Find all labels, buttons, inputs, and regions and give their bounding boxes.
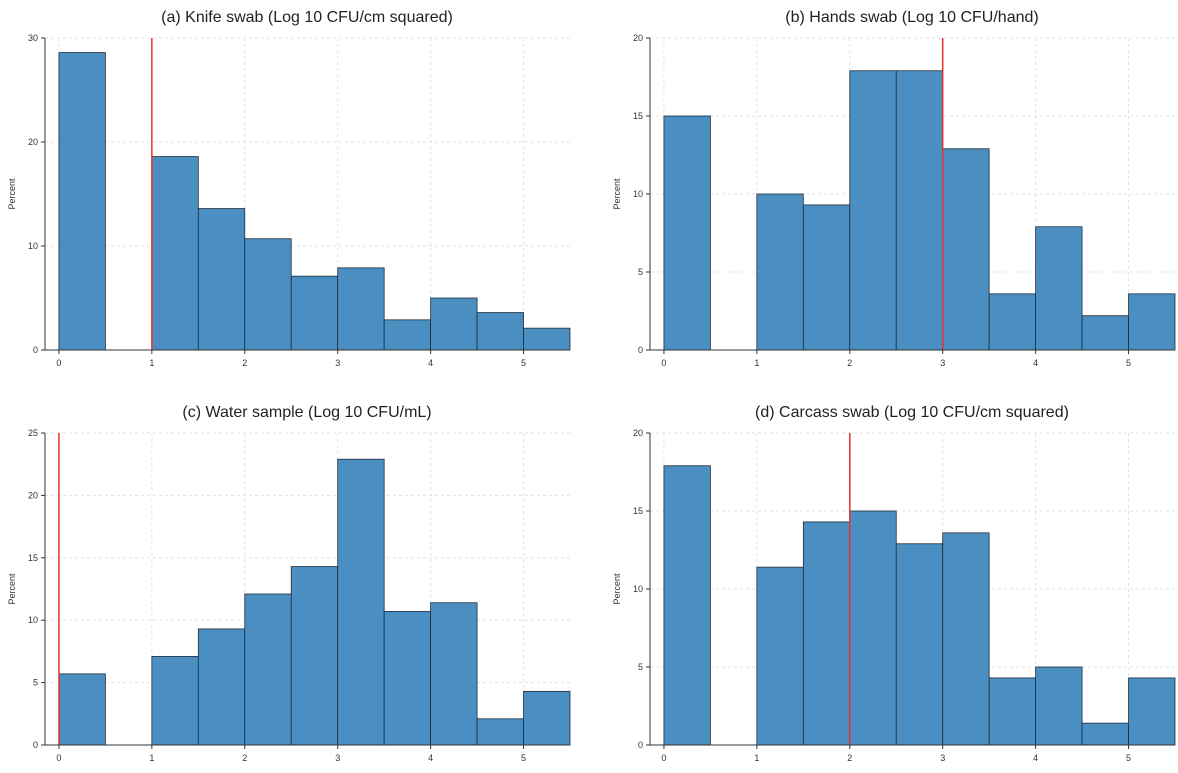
y-tick-label: 10 (633, 189, 643, 199)
y-tick-label: 5 (638, 662, 643, 672)
y-axis-label: Percent (7, 178, 17, 210)
histogram-bar (756, 193, 804, 351)
chart-title: (c) Water sample (Log 10 CFU/mL) (182, 404, 431, 421)
x-tick-label: 1 (149, 753, 154, 763)
y-tick-label: 10 (28, 241, 38, 251)
histogram-bar (290, 566, 339, 746)
x-tick-label: 1 (149, 358, 154, 368)
histogram-bar (1035, 666, 1083, 746)
histogram-bar (337, 267, 385, 351)
y-tick-label: 20 (28, 137, 38, 147)
x-tick-label: 3 (335, 358, 340, 368)
y-tick-label: 15 (633, 111, 643, 121)
histogram-bar (244, 593, 292, 746)
x-tick-label: 2 (847, 358, 852, 368)
histogram-bar (151, 156, 199, 351)
x-tick-label: 3 (940, 753, 945, 763)
y-tick-label: 10 (28, 615, 38, 625)
histogram-bar (58, 52, 106, 351)
histogram-bar (1081, 722, 1129, 746)
histogram-bar (1081, 315, 1129, 351)
histogram-bar (942, 148, 990, 351)
x-tick-label: 0 (56, 753, 61, 763)
histogram-bar (849, 510, 897, 746)
x-tick-label: 5 (1126, 753, 1131, 763)
x-tick-label: 0 (661, 753, 666, 763)
histogram-bar (1128, 293, 1176, 351)
chart-title: (b) Hands swab (Log 10 CFU/hand) (785, 9, 1038, 26)
histogram-bar (802, 204, 851, 351)
y-tick-label: 15 (28, 553, 38, 563)
histogram-bar (988, 677, 1037, 746)
x-tick-label: 0 (661, 358, 666, 368)
histogram-bar (58, 673, 106, 746)
histogram-bar (663, 115, 711, 351)
y-tick-label: 10 (633, 584, 643, 594)
chart-panel-2: 0 5 10 15 20 0 1 2 3 4 5 Percent (b) Hands swab (Log… (612, 9, 1176, 368)
histogram-bar (244, 238, 292, 351)
histogram-bar (895, 70, 944, 351)
x-tick-label: 2 (847, 753, 852, 763)
x-tick-label: 4 (1033, 753, 1038, 763)
y-axis-label: Percent (7, 573, 17, 605)
histogram-bar (430, 602, 478, 746)
x-tick-label: 2 (242, 358, 247, 368)
y-tick-label: 0 (33, 740, 38, 750)
x-tick-label: 1 (754, 753, 759, 763)
x-tick-label: 4 (1033, 358, 1038, 368)
x-tick-label: 3 (335, 753, 340, 763)
y-tick-label: 25 (28, 428, 38, 438)
x-tick-label: 5 (521, 753, 526, 763)
histogram-bar (290, 275, 339, 351)
x-tick-label: 1 (754, 358, 759, 368)
histogram-bar (895, 543, 944, 746)
x-tick-label: 3 (940, 358, 945, 368)
x-tick-label: 5 (1126, 358, 1131, 368)
histogram-bar (523, 327, 571, 351)
y-tick-label: 20 (633, 33, 643, 43)
chart-title: (a) Knife swab (Log 10 CFU/cm squared) (161, 9, 453, 26)
chart-title: (d) Carcass swab (Log 10 CFU/cm squared) (755, 404, 1069, 421)
y-tick-label: 0 (638, 740, 643, 750)
histogram-bar (802, 521, 851, 746)
y-tick-label: 15 (633, 506, 643, 516)
histogram-bar (197, 628, 246, 746)
x-tick-label: 2 (242, 753, 247, 763)
chart-panel-3: 0 5 10 15 20 25 0 1 2 3 4 5 Percent (c) Water sample … (7, 404, 571, 763)
histogram-bar (383, 611, 432, 746)
chart-panel-1: 0 10 20 30 0 1 2 3 4 5 Percent (a) Knife swab (Log … (7, 9, 571, 368)
histogram-bar (151, 655, 199, 746)
y-axis-label: Percent (612, 178, 622, 210)
y-tick-label: 30 (28, 33, 38, 43)
histogram-bar (476, 718, 524, 746)
histogram-bar (1035, 226, 1083, 351)
histogram-bar (756, 566, 804, 746)
y-tick-label: 0 (638, 345, 643, 355)
y-axis-label: Percent (612, 573, 622, 605)
y-tick-label: 20 (28, 490, 38, 500)
histogram-bar (476, 312, 524, 351)
y-tick-label: 0 (33, 345, 38, 355)
x-tick-label: 0 (56, 358, 61, 368)
histogram-bar (663, 465, 711, 746)
histogram-bar (197, 208, 246, 351)
y-tick-label: 5 (33, 678, 38, 688)
x-tick-label: 4 (428, 753, 433, 763)
x-tick-label: 5 (521, 358, 526, 368)
histogram-bar (430, 297, 478, 351)
x-tick-label: 4 (428, 358, 433, 368)
histogram-bar (849, 70, 897, 351)
chart-panel-4: 0 5 10 15 20 0 1 2 3 4 5 Percent (d) Carcass swab (L… (612, 404, 1176, 763)
histogram-bar (337, 458, 385, 746)
histogram-bar (383, 319, 432, 351)
histogram-bar (942, 532, 990, 746)
histogram-bar (523, 690, 571, 746)
y-tick-label: 20 (633, 428, 643, 438)
histogram-bar (1128, 677, 1176, 746)
y-tick-label: 5 (638, 267, 643, 277)
histogram-bar (988, 293, 1037, 351)
